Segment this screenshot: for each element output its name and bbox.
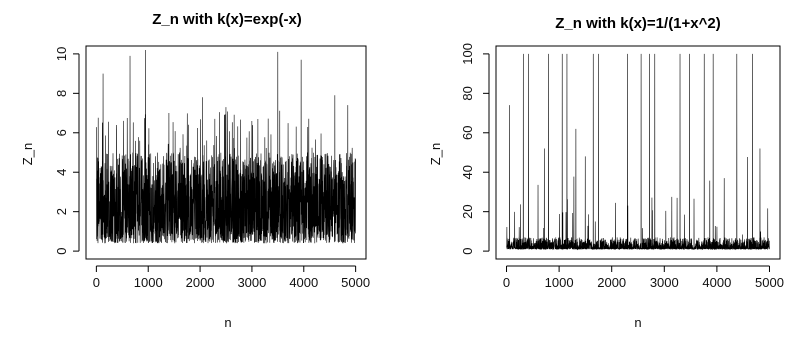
chart-title-1: Z_n with k(x)=exp(-x) (152, 11, 302, 28)
x-tick-label: 1000 (134, 275, 163, 290)
y-tick-label: 40 (460, 165, 475, 179)
x-tick-label: 0 (503, 275, 510, 290)
x-tick-label: 0 (93, 275, 100, 290)
series-line-2 (507, 54, 770, 249)
y-tick-label: 100 (460, 43, 475, 65)
y-tick-label: 2 (54, 208, 69, 215)
x-tick-label: 5000 (341, 275, 370, 290)
chart-title-2: Z_n with k(x)=1/(1+x^2) (555, 15, 720, 32)
x-tick-label: 4000 (289, 275, 318, 290)
y-tick-label: 60 (460, 126, 475, 140)
x-tick-label: 4000 (702, 275, 731, 290)
x-tick-label: 3000 (650, 275, 679, 290)
y-tick-label: 10 (54, 47, 69, 61)
y-axis-label-1: Z_n (20, 143, 35, 165)
y-tick-label: 20 (460, 204, 475, 218)
plot-frame-2 (496, 46, 780, 259)
x-tick-label: 3000 (237, 275, 266, 290)
y-tick-label: 4 (54, 169, 69, 176)
x-axis-label-1: n (224, 315, 231, 330)
x-tick-label: 2000 (186, 275, 215, 290)
y-tick-label: 80 (460, 86, 475, 100)
x-tick-label: 2000 (597, 275, 626, 290)
y-tick-label: 6 (54, 129, 69, 136)
y-tick-label: 0 (54, 247, 69, 254)
y-tick-label: 0 (460, 247, 475, 254)
y-tick-label: 8 (54, 90, 69, 97)
x-tick-label: 1000 (545, 275, 574, 290)
series-line-1 (96, 50, 355, 243)
y-axis-label-2: Z_n (428, 143, 443, 165)
x-tick-label: 5000 (755, 275, 784, 290)
x-axis-label-2: n (634, 315, 641, 330)
